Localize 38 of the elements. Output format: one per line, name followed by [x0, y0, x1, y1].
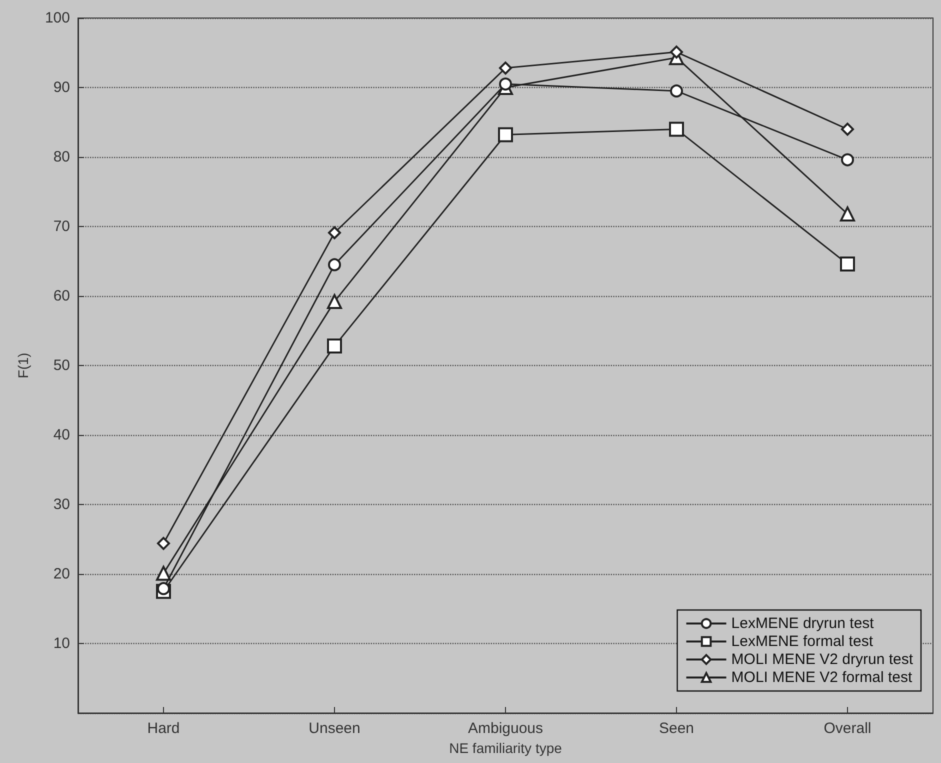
point: [327, 338, 342, 354]
point: [670, 84, 683, 98]
y-tick-label: 50: [53, 357, 70, 374]
x-tick-label: Overall: [824, 720, 872, 737]
point: [499, 62, 512, 75]
y-tick-label: 80: [53, 148, 70, 166]
point: [157, 582, 170, 596]
legend-label: LexMENE formal test: [731, 633, 874, 650]
point: [669, 122, 684, 137]
y-tick-label: 60: [53, 288, 70, 304]
point: [328, 226, 341, 240]
legend-label: LexMENE dryrun test: [731, 615, 875, 632]
point: [670, 46, 683, 59]
y-tick-label: 10: [53, 635, 70, 652]
y-tick-label: 20: [53, 566, 70, 582]
point: [841, 122, 854, 136]
y-tick-label: 70: [53, 218, 70, 235]
legend-label: MOLI MENE V2 dryrun test: [731, 651, 914, 668]
y-tick-label: 90: [53, 79, 70, 96]
y-axis-title: F(1): [15, 352, 31, 378]
x-axis-title: NE familiarity type: [449, 740, 562, 756]
point: [157, 536, 170, 550]
point: [499, 78, 512, 91]
point: [156, 566, 171, 581]
point: [841, 153, 854, 166]
y-tick-label: 40: [53, 426, 70, 444]
point: [327, 294, 342, 310]
legend-label: MOLI MENE V2 formal test: [731, 669, 913, 686]
x-tick-label: Seen: [658, 720, 694, 737]
x-tick-label: Ambiguous: [468, 720, 544, 737]
y-tick-label: 100: [44, 10, 70, 26]
point: [840, 256, 855, 272]
x-tick-label: Hard: [147, 720, 180, 737]
point: [328, 258, 341, 272]
x-tick-label: Unseen: [308, 720, 360, 737]
point: [498, 127, 513, 142]
y-tick-label: 30: [53, 496, 70, 513]
point: [840, 206, 855, 222]
